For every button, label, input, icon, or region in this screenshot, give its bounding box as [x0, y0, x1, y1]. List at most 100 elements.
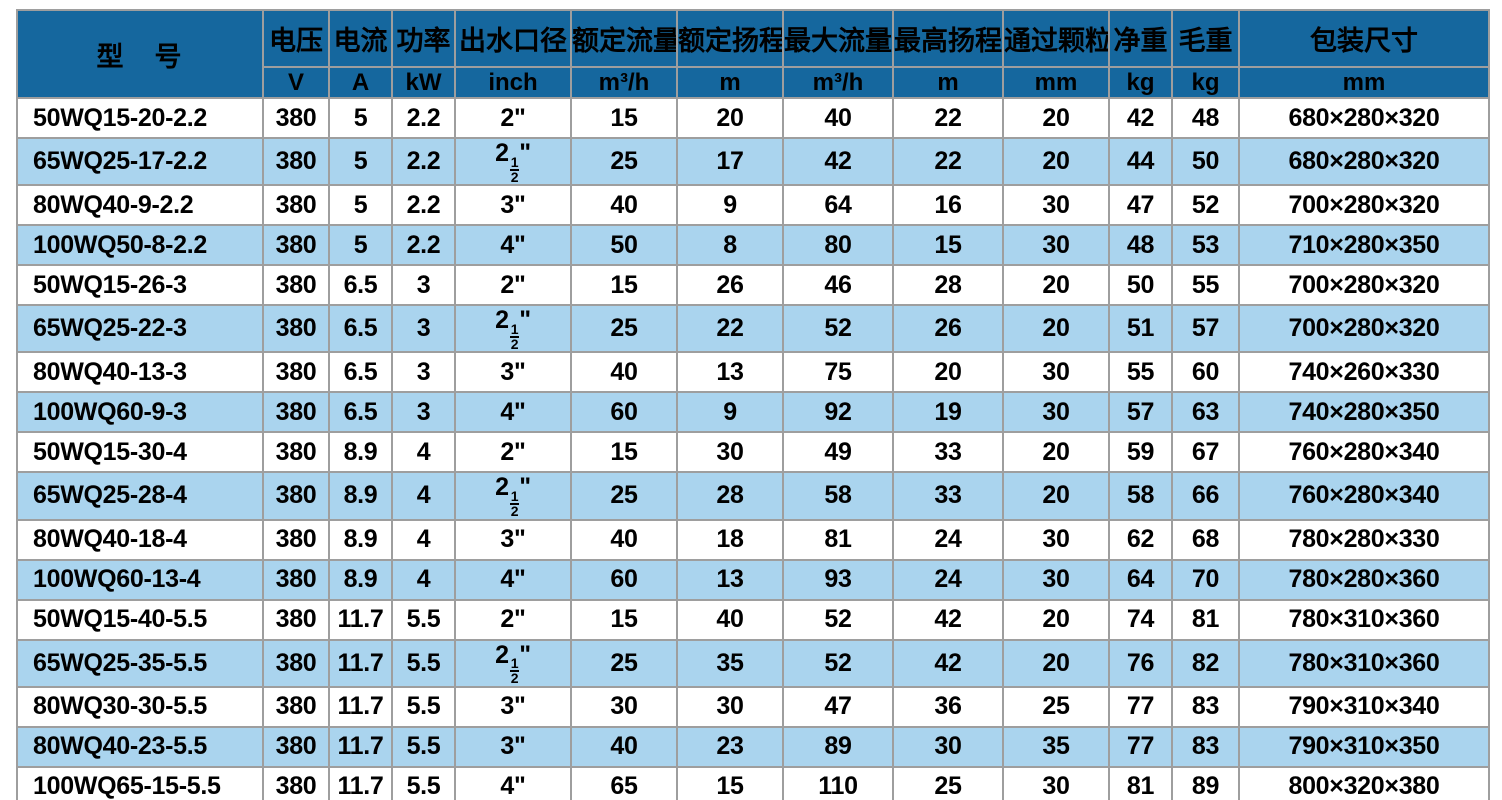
cell-max_head: 24	[892, 518, 1004, 561]
cell-package: 780×310×360	[1238, 638, 1490, 688]
cell-voltage: 380	[262, 184, 330, 227]
cell-particle: 30	[1002, 558, 1110, 601]
cell-particle: 20	[1002, 264, 1110, 307]
cell-max_flow: 52	[782, 598, 894, 641]
cell-rated_head: 20	[676, 97, 784, 139]
header-net_weight: 净重	[1108, 9, 1173, 68]
cell-gross_weight: 68	[1171, 518, 1240, 561]
unit-package: mm	[1238, 66, 1490, 99]
cell-net_weight: 58	[1108, 471, 1173, 521]
cell-max_flow: 89	[782, 725, 894, 768]
header-model: 型 号	[16, 9, 264, 99]
cell-outlet: 3"	[454, 351, 572, 394]
table-row: 50WQ15-20-2.2 380 5 2.2 2" 15 20 40 22 20 42 48 680×…	[16, 97, 1490, 139]
cell-package: 710×280×350	[1238, 224, 1490, 267]
cell-package: 680×280×320	[1238, 136, 1490, 187]
cell-voltage: 380	[262, 765, 330, 800]
cell-max_flow: 110	[782, 765, 894, 800]
cell-power: 2.2	[391, 224, 456, 267]
cell-power: 2.2	[391, 184, 456, 227]
cell-rated_head: 35	[676, 638, 784, 688]
unit-rated_head: m	[676, 66, 784, 99]
unit-rated_flow: m³/h	[570, 66, 678, 99]
cell-outlet: 3"	[454, 518, 572, 561]
cell-particle: 30	[1002, 351, 1110, 394]
cell-particle: 30	[1002, 224, 1110, 267]
cell-max_flow: 93	[782, 558, 894, 601]
cell-max_flow: 49	[782, 431, 894, 474]
cell-particle: 20	[1002, 598, 1110, 641]
cell-rated_flow: 40	[570, 351, 678, 394]
cell-max_head: 26	[892, 304, 1004, 354]
cell-max_head: 22	[892, 136, 1004, 187]
header-power: 功率	[391, 9, 456, 68]
table-row: 80WQ40-13-3 380 6.5 3 3" 40 13 75 20 30 55 60 740×26…	[16, 351, 1490, 394]
cell-max_flow: 92	[782, 391, 894, 434]
cell-particle: 30	[1002, 518, 1110, 561]
cell-outlet: 2 1 2 "	[454, 638, 572, 688]
cell-gross_weight: 89	[1171, 765, 1240, 800]
cell-power: 5.5	[391, 765, 456, 800]
table-row: 80WQ30-30-5.5 380 11.7 5.5 3" 30 30 47 36 25 77 83 7…	[16, 685, 1490, 728]
cell-model: 80WQ40-13-3	[16, 351, 264, 394]
cell-voltage: 380	[262, 264, 330, 307]
cell-current: 6.5	[328, 304, 393, 354]
header-max_flow: 最大流量	[782, 9, 894, 68]
cell-outlet: 3"	[454, 685, 572, 728]
cell-particle: 20	[1002, 97, 1110, 139]
cell-outlet: 2"	[454, 97, 572, 139]
cell-rated_head: 26	[676, 264, 784, 307]
cell-current: 5	[328, 224, 393, 267]
cell-voltage: 380	[262, 725, 330, 768]
unit-max_head: m	[892, 66, 1004, 99]
cell-max_flow: 47	[782, 685, 894, 728]
cell-rated_flow: 50	[570, 224, 678, 267]
cell-current: 11.7	[328, 685, 393, 728]
cell-power: 4	[391, 471, 456, 521]
cell-voltage: 380	[262, 391, 330, 434]
cell-rated_head: 13	[676, 558, 784, 601]
cell-power: 3	[391, 304, 456, 354]
cell-model: 80WQ40-23-5.5	[16, 725, 264, 768]
cell-net_weight: 51	[1108, 304, 1173, 354]
cell-power: 5.5	[391, 685, 456, 728]
table-row: 65WQ25-35-5.5 380 11.7 5.5 2 1 2 " 25 35 52 42 20 76 8…	[16, 638, 1490, 688]
cell-net_weight: 59	[1108, 431, 1173, 474]
cell-max_flow: 81	[782, 518, 894, 561]
cell-net_weight: 77	[1108, 725, 1173, 768]
cell-net_weight: 64	[1108, 558, 1173, 601]
table-row: 50WQ15-40-5.5 380 11.7 5.5 2" 15 40 52 42 20 74 81 7…	[16, 598, 1490, 641]
cell-max_head: 16	[892, 184, 1004, 227]
header-voltage: 电压	[262, 9, 330, 68]
cell-outlet: 2 1 2 "	[454, 471, 572, 521]
cell-outlet: 3"	[454, 725, 572, 768]
cell-max_head: 25	[892, 765, 1004, 800]
cell-model: 50WQ15-20-2.2	[16, 97, 264, 139]
cell-rated_flow: 25	[570, 136, 678, 187]
cell-rated_head: 18	[676, 518, 784, 561]
cell-rated_flow: 40	[570, 518, 678, 561]
cell-rated_flow: 30	[570, 685, 678, 728]
cell-voltage: 380	[262, 304, 330, 354]
cell-gross_weight: 83	[1171, 685, 1240, 728]
cell-net_weight: 44	[1108, 136, 1173, 187]
cell-gross_weight: 52	[1171, 184, 1240, 227]
cell-max_head: 33	[892, 431, 1004, 474]
cell-max_head: 30	[892, 725, 1004, 768]
cell-rated_head: 30	[676, 685, 784, 728]
cell-package: 680×280×320	[1238, 97, 1490, 139]
cell-max_head: 42	[892, 638, 1004, 688]
table-row: 100WQ65-15-5.5 380 11.7 5.5 4" 65 15 110 25 30 81 8…	[16, 765, 1490, 800]
cell-model: 80WQ40-18-4	[16, 518, 264, 561]
table-header: 型 号电压 电流 功率 出水口径 额定流量 额定扬程 最大流量 最高扬程 通过颗粒 净重 毛重 包装尺…	[16, 9, 1490, 99]
cell-particle: 30	[1002, 391, 1110, 434]
header-outlet: 出水口径	[454, 9, 572, 68]
cell-current: 5	[328, 136, 393, 187]
cell-rated_head: 9	[676, 184, 784, 227]
cell-max_flow: 52	[782, 304, 894, 354]
cell-voltage: 380	[262, 685, 330, 728]
cell-rated_head: 40	[676, 598, 784, 641]
unit-particle: mm	[1002, 66, 1110, 99]
cell-package: 740×280×350	[1238, 391, 1490, 434]
cell-rated_flow: 15	[570, 598, 678, 641]
